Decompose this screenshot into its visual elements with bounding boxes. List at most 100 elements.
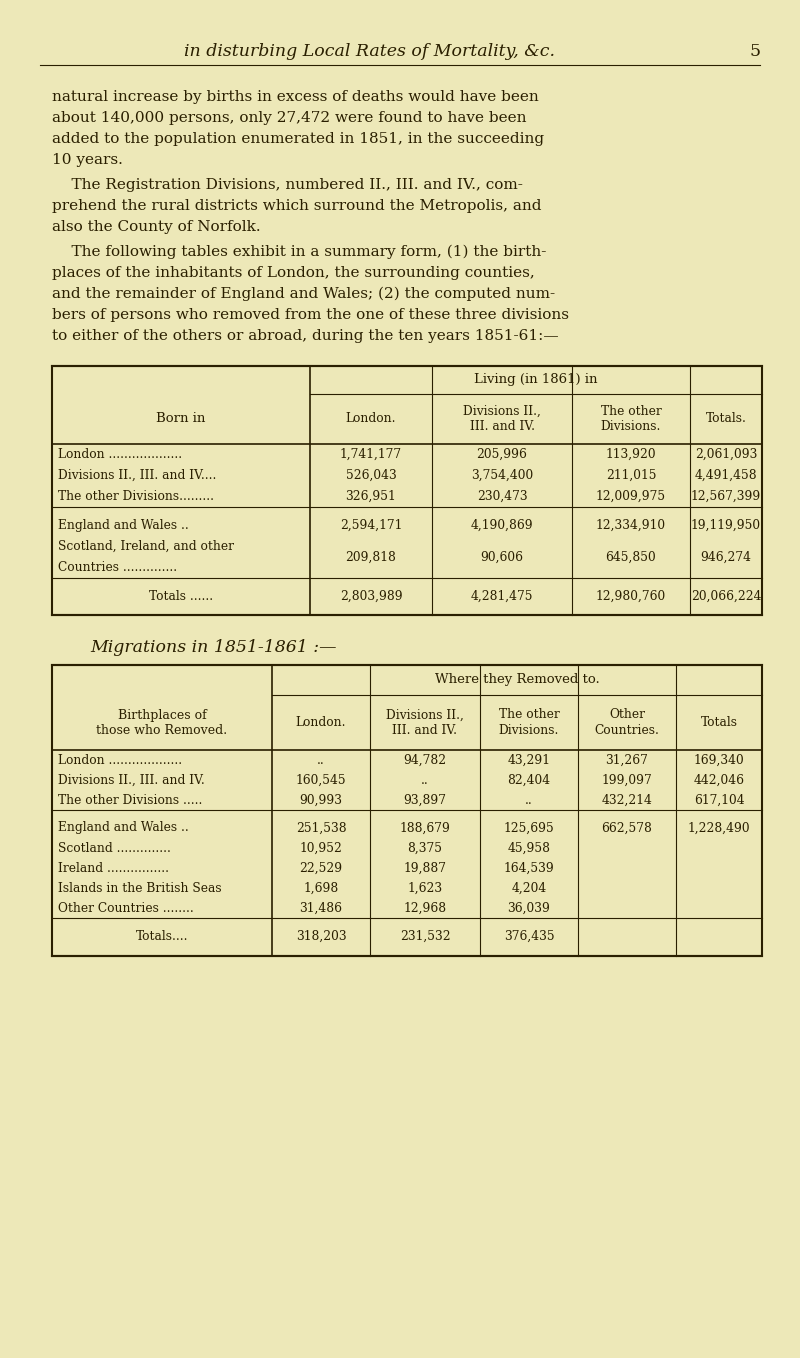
Text: in disturbing Local Rates of Mortality, &c.: in disturbing Local Rates of Mortality, …	[185, 43, 555, 61]
Text: and the remainder of England and Wales; (2) the computed num-: and the remainder of England and Wales; …	[52, 287, 555, 301]
Text: London.: London.	[296, 716, 346, 729]
Text: Divisions II.,
III. and IV.: Divisions II., III. and IV.	[463, 405, 541, 433]
Text: 22,529: 22,529	[299, 861, 342, 875]
Text: 43,291: 43,291	[507, 754, 550, 766]
Text: 160,545: 160,545	[296, 774, 346, 786]
Text: 4,204: 4,204	[511, 881, 546, 895]
Text: places of the inhabitants of London, the surrounding counties,: places of the inhabitants of London, the…	[52, 266, 534, 280]
Text: Divisions II.,
III. and IV.: Divisions II., III. and IV.	[386, 709, 464, 736]
Text: The other
Divisions.: The other Divisions.	[498, 709, 559, 736]
Text: 31,267: 31,267	[606, 754, 649, 766]
Text: Born in: Born in	[156, 413, 206, 425]
Text: 19,119,950: 19,119,950	[691, 519, 761, 532]
Text: 230,473: 230,473	[477, 490, 527, 502]
Text: 188,679: 188,679	[399, 822, 450, 835]
Text: also the County of Norfolk.: also the County of Norfolk.	[52, 220, 261, 234]
Text: 442,046: 442,046	[694, 774, 745, 786]
Text: 36,039: 36,039	[507, 902, 550, 914]
Text: ..: ..	[421, 774, 429, 786]
Text: Totals....: Totals....	[136, 929, 188, 942]
Text: Other Countries ........: Other Countries ........	[58, 902, 194, 914]
Text: Ireland ................: Ireland ................	[58, 861, 169, 875]
Text: Divisions II., III. and IV....: Divisions II., III. and IV....	[58, 469, 216, 482]
Text: 205,996: 205,996	[477, 448, 527, 460]
Text: England and Wales ..: England and Wales ..	[58, 822, 189, 835]
Text: 90,606: 90,606	[481, 550, 523, 564]
Text: 326,951: 326,951	[346, 490, 396, 502]
Text: 4,281,475: 4,281,475	[470, 589, 534, 603]
Text: Totals.: Totals.	[706, 413, 746, 425]
Text: The other Divisions .....: The other Divisions .....	[58, 793, 202, 807]
Text: 1,741,177: 1,741,177	[340, 448, 402, 460]
Text: London ...................: London ...................	[58, 754, 182, 766]
Text: Where they Removed to.: Where they Removed to.	[434, 674, 599, 687]
Text: 376,435: 376,435	[504, 929, 554, 942]
Text: 20,066,224: 20,066,224	[690, 589, 762, 603]
Text: London.: London.	[346, 413, 396, 425]
Text: 93,897: 93,897	[403, 793, 446, 807]
Text: Other
Countries.: Other Countries.	[594, 709, 659, 736]
Text: 12,334,910: 12,334,910	[596, 519, 666, 532]
Text: 662,578: 662,578	[602, 822, 653, 835]
Text: Scotland, Ireland, and other: Scotland, Ireland, and other	[58, 540, 234, 553]
Text: 169,340: 169,340	[694, 754, 744, 766]
Text: Totals ......: Totals ......	[149, 589, 213, 603]
Text: 2,803,989: 2,803,989	[340, 589, 402, 603]
Bar	[52, 367, 762, 615]
Text: The following tables exhibit in a summary form, (1) the birth-: The following tables exhibit in a summar…	[52, 244, 546, 259]
Text: 90,993: 90,993	[299, 793, 342, 807]
Text: 199,097: 199,097	[602, 774, 652, 786]
Text: The other
Divisions.: The other Divisions.	[601, 405, 662, 433]
Text: 12,009,975: 12,009,975	[596, 490, 666, 502]
Text: ..: ..	[317, 754, 325, 766]
Text: 12,968: 12,968	[403, 902, 446, 914]
Text: 10,952: 10,952	[299, 842, 342, 854]
Text: Countries ..............: Countries ..............	[58, 561, 177, 574]
Text: prehend the rural districts which surround the Metropolis, and: prehend the rural districts which surrou…	[52, 200, 542, 213]
Text: 1,228,490: 1,228,490	[688, 822, 750, 835]
Text: 12,980,760: 12,980,760	[596, 589, 666, 603]
Text: 1,623: 1,623	[407, 881, 442, 895]
Text: 125,695: 125,695	[504, 822, 554, 835]
Text: 432,214: 432,214	[602, 793, 653, 807]
Text: added to the population enumerated in 1851, in the succeeding: added to the population enumerated in 18…	[52, 132, 544, 147]
Text: 2,061,093: 2,061,093	[695, 448, 757, 460]
Text: 164,539: 164,539	[504, 861, 554, 875]
Text: 12,567,399: 12,567,399	[691, 490, 761, 502]
Text: 1,698: 1,698	[303, 881, 338, 895]
Text: Living (in 1861) in: Living (in 1861) in	[474, 373, 598, 387]
Text: 10 years.: 10 years.	[52, 153, 123, 167]
Text: 4,491,458: 4,491,458	[694, 469, 758, 482]
Text: 617,104: 617,104	[694, 793, 744, 807]
Text: London ...................: London ...................	[58, 448, 182, 460]
Text: 4,190,869: 4,190,869	[470, 519, 534, 532]
Text: 231,532: 231,532	[400, 929, 450, 942]
Text: Totals: Totals	[701, 716, 738, 729]
Text: about 140,000 persons, only 27,472 were found to have been: about 140,000 persons, only 27,472 were …	[52, 111, 526, 125]
Text: 82,404: 82,404	[507, 774, 550, 786]
Text: Scotland ..............: Scotland ..............	[58, 842, 171, 854]
Bar	[52, 665, 762, 956]
Text: bers of persons who removed from the one of these three divisions: bers of persons who removed from the one…	[52, 308, 569, 322]
Text: natural increase by births in excess of deaths would have been: natural increase by births in excess of …	[52, 90, 538, 105]
Text: Islands in the British Seas: Islands in the British Seas	[58, 881, 222, 895]
Text: ..: ..	[525, 793, 533, 807]
Text: 31,486: 31,486	[299, 902, 342, 914]
Text: 113,920: 113,920	[606, 448, 656, 460]
Text: 5: 5	[750, 43, 761, 61]
Text: 318,203: 318,203	[296, 929, 346, 942]
Text: Birthplaces of
those who Removed.: Birthplaces of those who Removed.	[97, 709, 227, 736]
Text: 94,782: 94,782	[403, 754, 446, 766]
Text: 45,958: 45,958	[507, 842, 550, 854]
Text: to either of the others or abroad, during the ten years 1851-61:—: to either of the others or abroad, durin…	[52, 329, 558, 344]
Text: England and Wales ..: England and Wales ..	[58, 519, 189, 532]
Text: The Registration Divisions, numbered II., III. and IV., com-: The Registration Divisions, numbered II.…	[52, 178, 523, 191]
Text: 209,818: 209,818	[346, 550, 397, 564]
Text: 3,754,400: 3,754,400	[471, 469, 533, 482]
Text: 8,375: 8,375	[407, 842, 442, 854]
Text: The other Divisions.........: The other Divisions.........	[58, 490, 214, 502]
Text: 211,015: 211,015	[606, 469, 656, 482]
Text: 19,887: 19,887	[403, 861, 446, 875]
Text: 2,594,171: 2,594,171	[340, 519, 402, 532]
Text: 526,043: 526,043	[346, 469, 396, 482]
